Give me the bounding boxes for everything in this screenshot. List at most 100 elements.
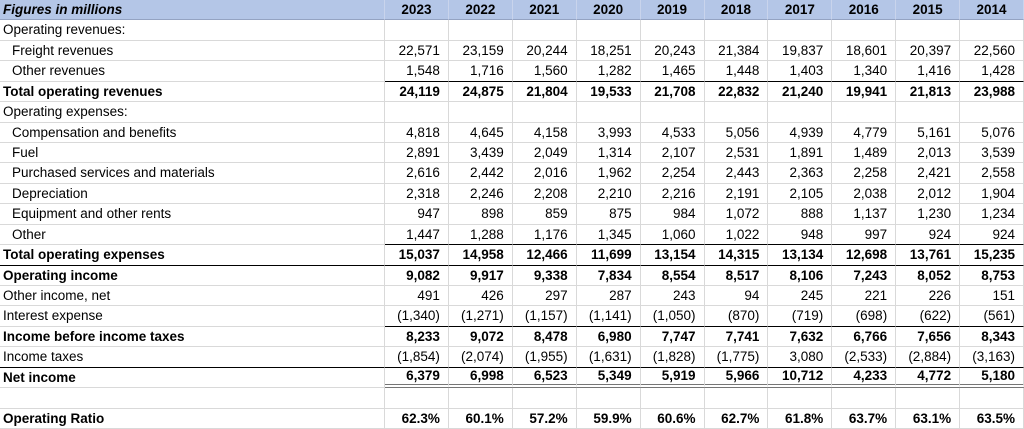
year-header: 2020 <box>576 0 641 21</box>
value-cell: 7,632 <box>768 326 833 348</box>
value-cell: 1,548 <box>385 61 449 82</box>
value-cell: 4,818 <box>385 122 449 143</box>
value-cell: (698) <box>832 306 897 327</box>
value-cell: 13,134 <box>768 245 833 266</box>
value-cell: 1,137 <box>832 204 897 225</box>
value-cell: 2,105 <box>768 183 833 205</box>
value-cell: 6,523 <box>512 367 577 389</box>
row-label: Freight revenues <box>0 40 385 62</box>
value-cell: 23,159 <box>448 40 513 62</box>
value-cell: 61.8% <box>768 408 833 429</box>
value-cell: 5,180 <box>960 367 1024 389</box>
value-cell: 2,216 <box>640 183 705 205</box>
value-cell: 859 <box>512 204 577 225</box>
value-cell: 1,448 <box>704 61 769 82</box>
value-cell: 8,343 <box>960 326 1024 348</box>
year-header: 2017 <box>768 0 833 21</box>
row-label: Other revenues <box>0 61 385 82</box>
value-cell: 14,315 <box>704 245 769 266</box>
value-cell: 2,616 <box>385 163 449 184</box>
value-cell: 1,716 <box>448 61 513 82</box>
row-label: Interest expense <box>0 306 385 327</box>
value-cell: 924 <box>960 224 1024 246</box>
value-cell: 1,489 <box>832 143 897 164</box>
value-cell: 2,318 <box>385 183 449 205</box>
value-cell <box>768 388 833 409</box>
value-cell: 11,699 <box>576 245 641 266</box>
value-cell: (1,955) <box>512 347 577 368</box>
value-cell: 5,966 <box>704 367 769 389</box>
value-cell: 2,049 <box>512 143 577 164</box>
value-cell: 1,416 <box>896 61 961 82</box>
value-cell: 2,421 <box>896 163 961 184</box>
value-cell: 1,072 <box>704 204 769 225</box>
value-cell: 1,288 <box>448 224 513 246</box>
value-cell: 4,772 <box>896 367 961 389</box>
year-header: 2015 <box>896 0 961 21</box>
value-cell: 7,834 <box>576 265 641 286</box>
year-header: 2019 <box>640 0 705 21</box>
row-label: Net income <box>0 367 385 389</box>
value-cell: 2,107 <box>640 143 705 164</box>
value-cell: 1,465 <box>640 61 705 82</box>
value-cell: 3,439 <box>448 143 513 164</box>
value-cell: 8,106 <box>768 265 833 286</box>
value-cell: 4,939 <box>768 122 833 143</box>
value-cell: 15,235 <box>960 245 1024 266</box>
value-cell: 491 <box>385 286 449 307</box>
value-cell: 2,442 <box>448 163 513 184</box>
value-cell: 63.7% <box>832 408 897 429</box>
value-cell: 1,060 <box>640 224 705 246</box>
value-cell: (1,050) <box>640 306 705 327</box>
value-cell <box>448 102 513 123</box>
value-cell: 888 <box>768 204 833 225</box>
value-cell: 24,875 <box>448 81 513 103</box>
value-cell: 1,891 <box>768 143 833 164</box>
value-cell: (870) <box>704 306 769 327</box>
value-cell: 6,980 <box>576 326 641 348</box>
value-cell: 7,243 <box>832 265 897 286</box>
value-cell: 15,037 <box>385 245 449 266</box>
value-cell: 9,072 <box>448 326 513 348</box>
value-cell: 4,779 <box>832 122 897 143</box>
value-cell: 6,766 <box>832 326 897 348</box>
value-cell: 21,708 <box>640 81 705 103</box>
value-cell: (2,533) <box>832 347 897 368</box>
value-cell: 1,447 <box>385 224 449 246</box>
value-cell <box>832 102 897 123</box>
value-cell: 20,397 <box>896 40 961 62</box>
value-cell: 60.6% <box>640 408 705 429</box>
value-cell: 2,012 <box>896 183 961 205</box>
value-cell: 4,158 <box>512 122 577 143</box>
value-cell: 57.2% <box>512 408 577 429</box>
value-cell <box>576 20 641 41</box>
value-cell <box>640 388 705 409</box>
value-cell: 2,363 <box>768 163 833 184</box>
year-header: 2021 <box>512 0 577 21</box>
row-label: Operating revenues: <box>0 20 385 41</box>
row-label: Other <box>0 224 385 246</box>
year-header: 2016 <box>832 0 897 21</box>
year-header: 2023 <box>385 0 449 21</box>
value-cell: 5,076 <box>960 122 1024 143</box>
value-cell: 63.5% <box>960 408 1024 429</box>
value-cell: 898 <box>448 204 513 225</box>
value-cell: 3,993 <box>576 122 641 143</box>
value-cell: 9,338 <box>512 265 577 286</box>
value-cell: 1,904 <box>960 183 1024 205</box>
value-cell: (719) <box>768 306 833 327</box>
value-cell <box>640 102 705 123</box>
value-cell: 1,962 <box>576 163 641 184</box>
value-cell: 245 <box>768 286 833 307</box>
value-cell: 62.7% <box>704 408 769 429</box>
value-cell: 62.3% <box>385 408 449 429</box>
value-cell: 1,314 <box>576 143 641 164</box>
value-cell: 5,161 <box>896 122 961 143</box>
value-cell: 3,539 <box>960 143 1024 164</box>
value-cell: 20,243 <box>640 40 705 62</box>
value-cell: 19,941 <box>832 81 897 103</box>
value-cell: 14,958 <box>448 245 513 266</box>
value-cell: 7,741 <box>704 326 769 348</box>
value-cell <box>512 102 577 123</box>
value-cell: 8,554 <box>640 265 705 286</box>
